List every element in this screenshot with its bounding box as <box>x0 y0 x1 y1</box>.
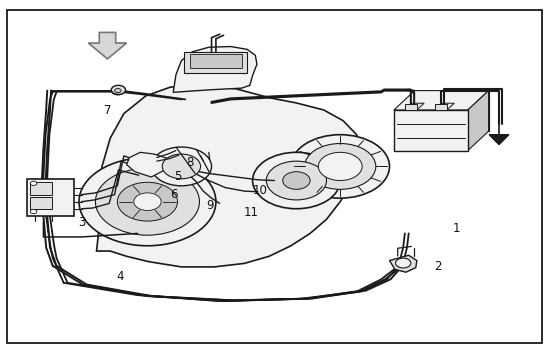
Circle shape <box>283 172 310 189</box>
Circle shape <box>253 152 340 209</box>
Circle shape <box>152 147 211 186</box>
Bar <box>30 182 52 195</box>
Circle shape <box>291 135 389 198</box>
Polygon shape <box>468 91 489 150</box>
Polygon shape <box>435 103 454 110</box>
Circle shape <box>266 161 327 200</box>
Text: 3: 3 <box>78 216 86 229</box>
Polygon shape <box>389 255 417 272</box>
Circle shape <box>111 86 125 95</box>
Polygon shape <box>394 91 489 110</box>
Text: 11: 11 <box>243 206 259 219</box>
Bar <box>435 104 447 110</box>
Circle shape <box>395 258 411 268</box>
Polygon shape <box>414 91 489 131</box>
Circle shape <box>134 193 161 211</box>
Text: 10: 10 <box>253 184 267 197</box>
Polygon shape <box>127 152 181 177</box>
Text: 9: 9 <box>206 199 214 212</box>
Text: 2: 2 <box>434 261 441 273</box>
Polygon shape <box>173 46 257 92</box>
Circle shape <box>117 182 177 221</box>
Bar <box>405 104 417 110</box>
Circle shape <box>111 85 126 95</box>
Circle shape <box>79 158 216 246</box>
Bar <box>27 179 74 216</box>
Circle shape <box>30 181 37 185</box>
Polygon shape <box>88 33 127 59</box>
Bar <box>184 52 247 73</box>
Bar <box>394 110 468 150</box>
Circle shape <box>30 210 37 214</box>
Circle shape <box>163 154 200 179</box>
Circle shape <box>305 143 376 189</box>
Text: 4: 4 <box>116 270 124 283</box>
Polygon shape <box>405 103 424 110</box>
Text: 1: 1 <box>452 222 460 235</box>
Text: 6: 6 <box>170 188 177 201</box>
Bar <box>189 53 242 68</box>
Text: 5: 5 <box>174 171 181 183</box>
Polygon shape <box>489 135 509 144</box>
Circle shape <box>318 152 362 181</box>
Bar <box>30 198 52 209</box>
Text: 7: 7 <box>104 104 111 117</box>
Polygon shape <box>97 85 362 267</box>
Text: 8: 8 <box>186 156 193 169</box>
Circle shape <box>96 168 199 235</box>
Circle shape <box>115 88 121 93</box>
